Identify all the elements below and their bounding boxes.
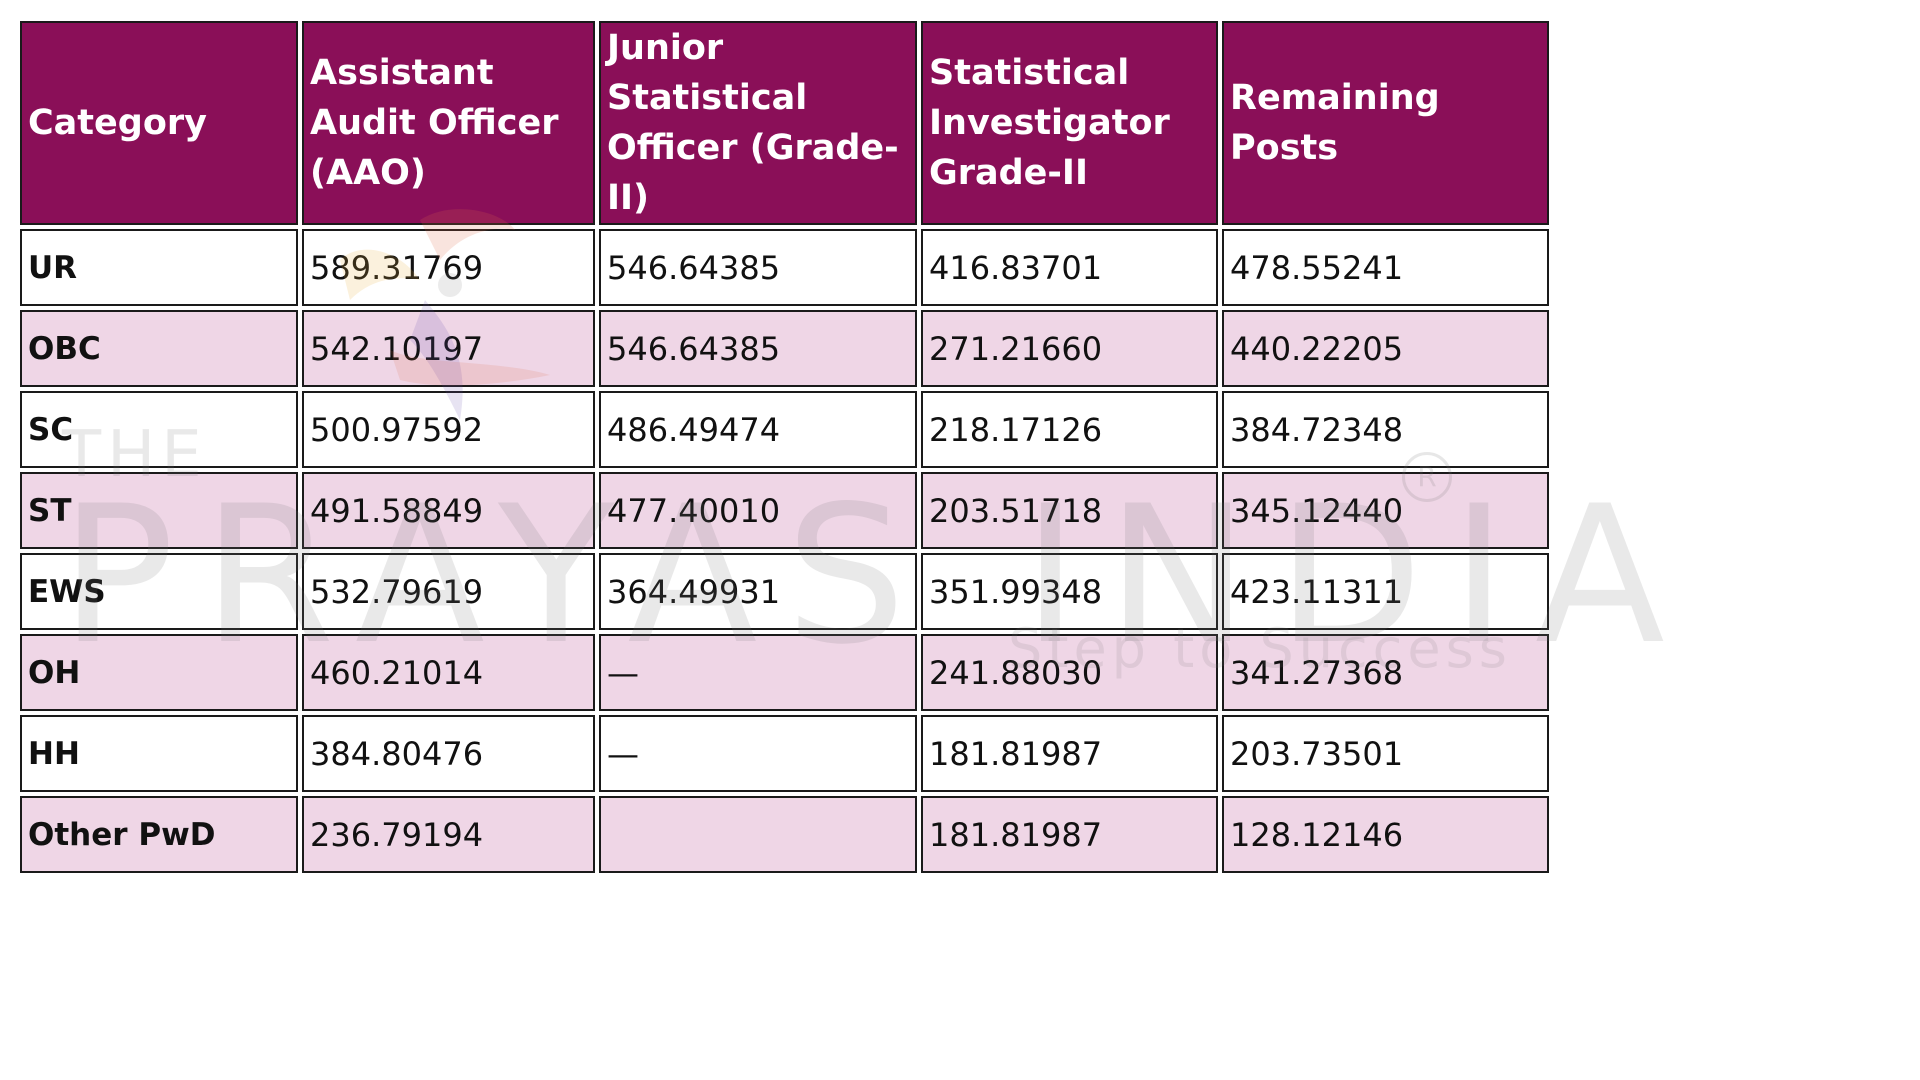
header-category: Category <box>20 21 298 225</box>
header-aao: Assistant Audit Officer (AAO) <box>302 21 595 225</box>
cell-aao: 491.58849 <box>302 472 595 549</box>
header-jso: Junior Statistical Officer (Grade-II) <box>599 21 917 225</box>
table-row: EWS 532.79619 364.49931 351.99348 423.11… <box>20 553 1549 630</box>
table-row: OH 460.21014 — 241.88030 341.27368 <box>20 634 1549 711</box>
cell-jso: 486.49474 <box>599 391 917 468</box>
header-statistical-investigator: Statistical Investigator Grade-II <box>921 21 1218 225</box>
row-category: OH <box>20 634 298 711</box>
table-row: ST 491.58849 477.40010 203.51718 345.124… <box>20 472 1549 549</box>
cell-remaining: 345.12440 <box>1222 472 1549 549</box>
cell-remaining: 440.22205 <box>1222 310 1549 387</box>
cell-aao: 460.21014 <box>302 634 595 711</box>
cell-si: 416.83701 <box>921 229 1218 306</box>
cell-si: 181.81987 <box>921 715 1218 792</box>
cell-jso: — <box>599 715 917 792</box>
cell-si: 271.21660 <box>921 310 1218 387</box>
cell-jso <box>599 796 917 873</box>
header-remaining-posts: Remaining Posts <box>1222 21 1549 225</box>
cell-aao: 384.80476 <box>302 715 595 792</box>
cell-aao: 236.79194 <box>302 796 595 873</box>
cell-remaining: 203.73501 <box>1222 715 1549 792</box>
row-category: EWS <box>20 553 298 630</box>
cell-jso: 477.40010 <box>599 472 917 549</box>
cell-jso: 364.49931 <box>599 553 917 630</box>
row-category: UR <box>20 229 298 306</box>
cell-si: 241.88030 <box>921 634 1218 711</box>
cell-aao: 589.31769 <box>302 229 595 306</box>
row-category: Other PwD <box>20 796 298 873</box>
row-category: ST <box>20 472 298 549</box>
cell-jso: 546.64385 <box>599 310 917 387</box>
row-category: OBC <box>20 310 298 387</box>
table-header-row: Category Assistant Audit Officer (AAO) J… <box>20 21 1549 225</box>
cell-remaining: 128.12146 <box>1222 796 1549 873</box>
table-row: SC 500.97592 486.49474 218.17126 384.723… <box>20 391 1549 468</box>
table-row: UR 589.31769 546.64385 416.83701 478.552… <box>20 229 1549 306</box>
cell-si: 203.51718 <box>921 472 1218 549</box>
cell-jso: — <box>599 634 917 711</box>
cell-jso: 546.64385 <box>599 229 917 306</box>
cell-remaining: 384.72348 <box>1222 391 1549 468</box>
cell-si: 351.99348 <box>921 553 1218 630</box>
table-row: Other PwD 236.79194 181.81987 128.12146 <box>20 796 1549 873</box>
cell-remaining: 341.27368 <box>1222 634 1549 711</box>
cell-aao: 532.79619 <box>302 553 595 630</box>
cell-aao: 542.10197 <box>302 310 595 387</box>
cell-remaining: 478.55241 <box>1222 229 1549 306</box>
cell-aao: 500.97592 <box>302 391 595 468</box>
table-row: OBC 542.10197 546.64385 271.21660 440.22… <box>20 310 1549 387</box>
cutoff-table: Category Assistant Audit Officer (AAO) J… <box>16 17 1553 877</box>
cell-si: 218.17126 <box>921 391 1218 468</box>
cell-si: 181.81987 <box>921 796 1218 873</box>
row-category: HH <box>20 715 298 792</box>
row-category: SC <box>20 391 298 468</box>
table-row: HH 384.80476 — 181.81987 203.73501 <box>20 715 1549 792</box>
cell-remaining: 423.11311 <box>1222 553 1549 630</box>
